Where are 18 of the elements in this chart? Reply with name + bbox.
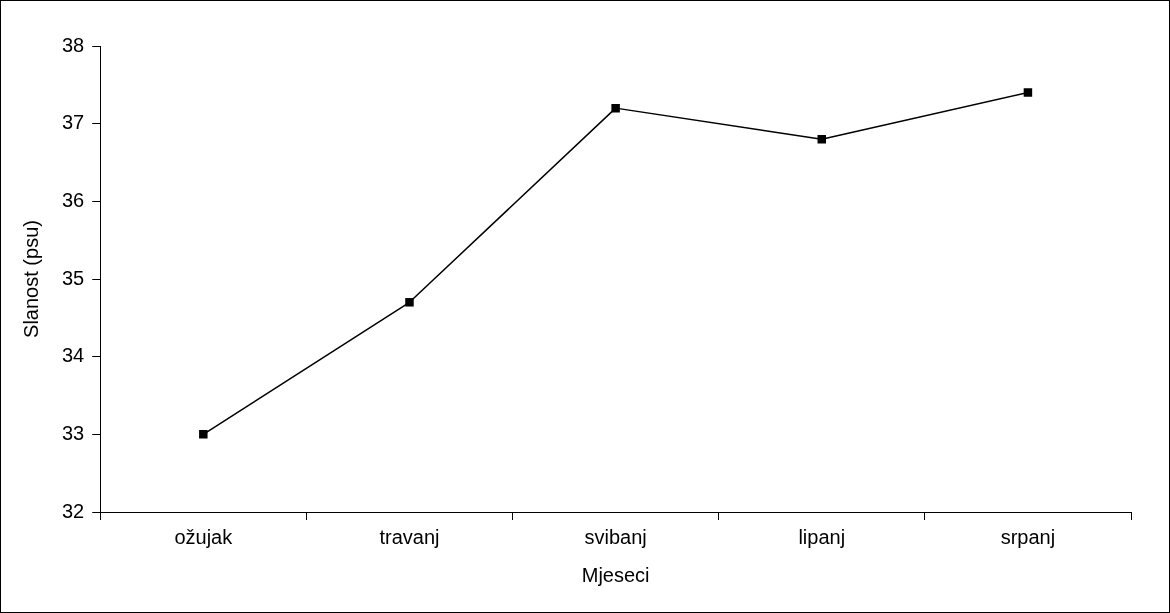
y-tick-label: 33 <box>62 421 85 444</box>
y-tick-label: 36 <box>62 188 85 211</box>
y-tick-label: 32 <box>62 499 85 522</box>
y-axis-title: Slanost (psu) <box>19 220 42 338</box>
point <box>611 103 620 113</box>
point <box>1023 88 1033 97</box>
point <box>405 298 414 307</box>
y-tick-label: 35 <box>62 266 85 289</box>
x-tick-label: srpanj <box>1000 525 1056 548</box>
y-tick-label: 38 <box>62 33 85 56</box>
y-tick-label: 34 <box>62 344 85 367</box>
x-tick-label: travanj <box>379 525 440 548</box>
x-tick-label: svibanj <box>584 525 647 548</box>
x-tick-label: lipanj <box>798 525 846 548</box>
y-tick-label: 37 <box>62 111 85 134</box>
x-tick-label: ožujak <box>174 525 234 548</box>
x-axis-title: Mjeseci <box>581 563 650 586</box>
point <box>199 430 208 439</box>
